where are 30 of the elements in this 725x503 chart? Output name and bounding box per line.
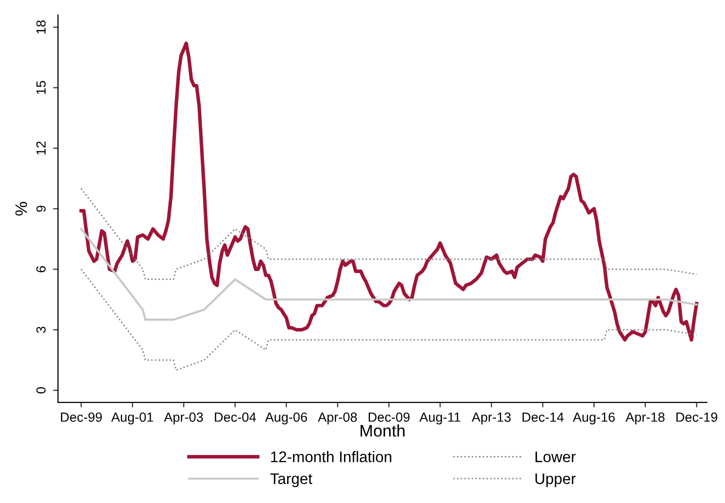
legend-label: 12-month Inflation (271, 451, 392, 462)
legend-label: Upper (535, 473, 576, 488)
line-series (80, 268, 698, 371)
x-tick-label: Dec-09 (368, 412, 410, 422)
line-series (79, 42, 698, 342)
line-series (80, 228, 698, 321)
x-tick-label: Dec-19 (676, 412, 718, 422)
x-tick-label: Aug-01 (111, 412, 154, 424)
legend-label: Lower (536, 452, 576, 462)
x-tick-label: Dec-14 (522, 412, 564, 422)
x-tick-label: Apr-18 (626, 412, 665, 424)
x-tick-label: Aug-11 (419, 412, 460, 424)
y-tick-label: 3 (36, 326, 46, 333)
y-tick-label: 12 (36, 142, 46, 155)
y-tick-label: 0 (36, 387, 46, 394)
x-tick-label: Dec-99 (60, 412, 102, 422)
legend-label: Target (270, 473, 312, 488)
x-tick-label: Apr-03 (164, 412, 203, 424)
x-axis-title: Month (360, 424, 405, 437)
x-tick-label: Aug-06 (265, 412, 308, 424)
line-series (80, 188, 698, 280)
y-tick-label: 18 (36, 20, 46, 34)
x-tick-label: Apr-13 (472, 412, 511, 424)
x-tick-label: Apr-08 (318, 412, 357, 424)
y-tick-label: 6 (36, 266, 46, 272)
y-tick-label: 9 (36, 206, 46, 212)
y-tick-label: 15 (36, 80, 46, 94)
x-tick-label: Dec-04 (214, 412, 256, 422)
x-tick-label: Aug-16 (572, 412, 615, 424)
y-axis-title: % (15, 202, 28, 216)
